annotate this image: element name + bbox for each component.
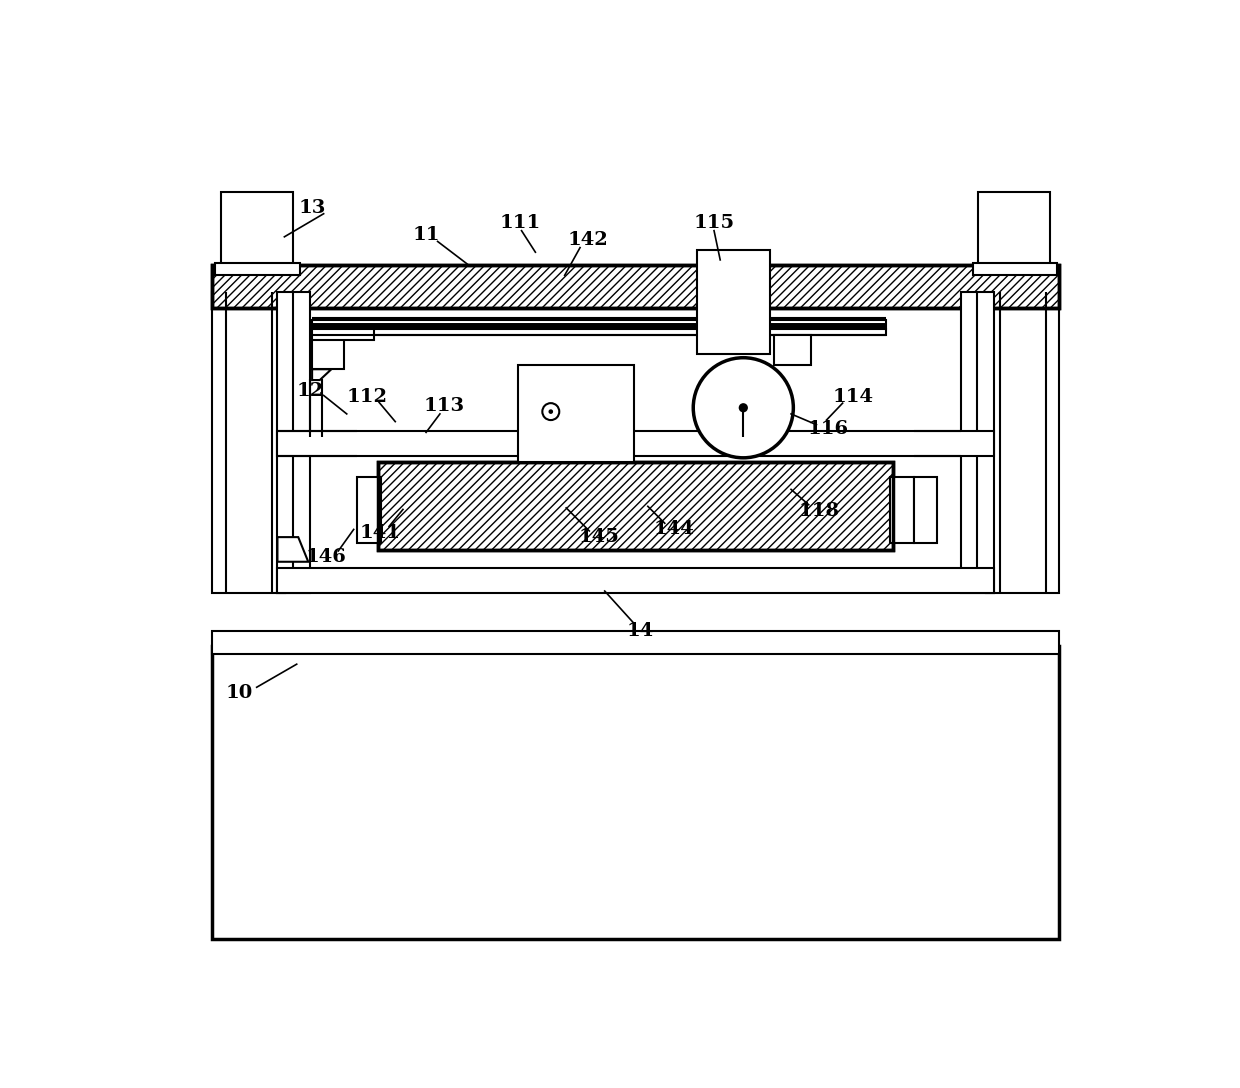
Text: 10: 10	[226, 683, 253, 702]
Text: 111: 111	[500, 214, 541, 232]
Polygon shape	[278, 537, 309, 561]
Text: 116: 116	[807, 420, 848, 438]
Text: 118: 118	[799, 502, 839, 520]
Text: 113: 113	[424, 397, 465, 416]
Text: 114: 114	[832, 388, 873, 406]
Bar	[972, 263, 1058, 275]
Text: 14: 14	[626, 622, 653, 640]
Text: 142: 142	[568, 231, 608, 249]
Polygon shape	[312, 369, 331, 380]
Bar	[312, 330, 373, 339]
Bar	[212, 265, 1059, 308]
Text: 146: 146	[305, 548, 346, 566]
Bar	[774, 335, 811, 366]
Bar	[278, 293, 310, 593]
Text: 145: 145	[578, 528, 619, 546]
Bar	[377, 461, 894, 551]
Circle shape	[693, 358, 794, 458]
Bar	[278, 431, 993, 456]
Bar	[961, 293, 993, 593]
Bar	[221, 193, 293, 269]
Bar	[212, 631, 1059, 654]
Text: 115: 115	[693, 214, 734, 232]
Bar	[518, 366, 634, 461]
Bar	[212, 265, 1059, 308]
Bar	[278, 568, 993, 593]
Circle shape	[739, 404, 748, 412]
Bar	[914, 477, 937, 543]
Bar	[377, 461, 894, 551]
Bar	[889, 477, 914, 543]
Text: 144: 144	[653, 520, 694, 539]
Text: 11: 11	[413, 226, 440, 245]
Bar	[978, 193, 1050, 269]
Bar	[697, 250, 770, 354]
Bar	[986, 293, 1059, 593]
Text: 13: 13	[299, 198, 326, 217]
Circle shape	[542, 404, 559, 420]
Bar	[312, 335, 345, 369]
Text: 141: 141	[360, 523, 401, 542]
Bar	[357, 477, 382, 543]
Text: 12: 12	[296, 382, 324, 399]
Bar	[212, 293, 285, 593]
Bar	[312, 330, 885, 335]
Bar	[212, 646, 1059, 939]
Bar	[215, 263, 300, 275]
Circle shape	[548, 409, 553, 413]
Bar	[312, 320, 885, 330]
Text: 112: 112	[347, 388, 388, 406]
